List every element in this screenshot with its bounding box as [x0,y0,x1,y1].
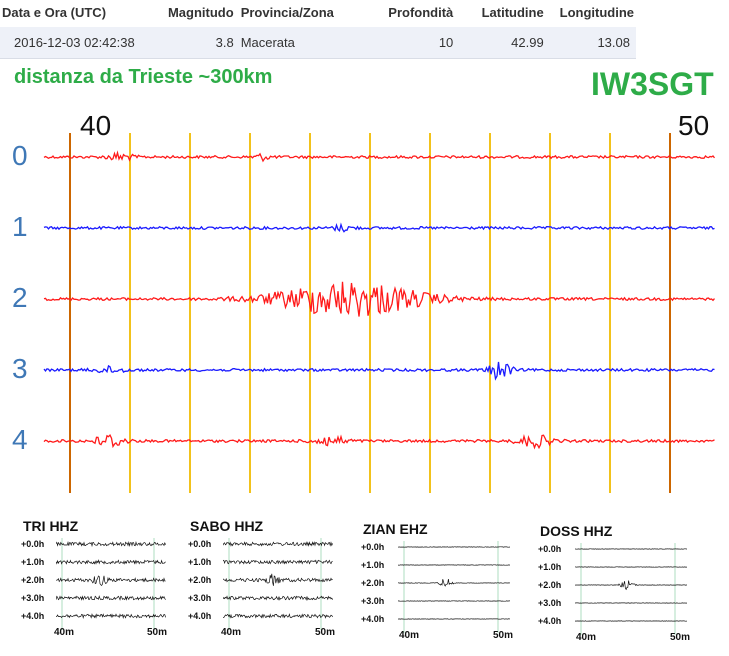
row-label: +2.0h [188,575,212,585]
station-panel-tri: TRI HHZ +0.0h +1.0h +2.0h +3.0h +4.0h 40… [20,516,180,646]
mini-trace [56,559,166,565]
station-trace-plot [223,538,333,630]
mini-trace [575,580,687,591]
mini-trace [56,613,166,620]
cell-datetime: 2016-12-03 02:42:38 [0,27,152,59]
x-label-end: 50m [315,627,336,638]
row-label: +3.0h [188,593,212,603]
row-label: +3.0h [538,598,562,608]
station-title: ZIAN EHZ [363,521,428,537]
row-label: +2.0h [538,580,562,590]
header-longitude: Longitudine [559,5,634,20]
distance-label: distanza da Trieste ~300km [14,66,273,88]
row-label: +2.0h [361,578,385,588]
earthquake-table: Data e Ora (UTC) Magnitudo Provincia/Zon… [0,0,636,59]
mini-trace [223,541,333,547]
seismic-trace [43,222,715,233]
header-datetime: Data e Ora (UTC) [2,5,107,20]
row-label: +4.0h [188,611,212,621]
station-panel-doss: DOSS HHZ +0.0h +1.0h +2.0h +3.0h +4.0h 4… [537,521,697,651]
trace-label: 4 [12,424,28,455]
row-label: +4.0h [361,614,385,624]
seismic-trace [43,150,716,163]
row-label: +0.0h [361,542,385,552]
row-label: +3.0h [21,593,45,603]
mini-trace [56,575,166,587]
row-label: +0.0h [538,544,562,554]
x-label-end: 50m [147,627,168,638]
header-latitude: Latitudine [481,5,544,20]
trace-label: 3 [12,353,28,384]
row-label: +1.0h [361,560,385,570]
station-callsign: IW3SGT [591,66,714,102]
seismic-trace [43,281,715,317]
table-row: 2016-12-03 02:42:38 3.8 Macerata 10 42.9… [0,27,636,59]
cell-magnitude: 3.8 [151,27,236,59]
row-label: +2.0h [21,575,45,585]
header-depth: Profondità [388,5,454,20]
mini-trace [223,573,333,586]
station-panel-sabo: SABO HHZ +0.0h +1.0h +2.0h +3.0h +4.0h 4… [187,516,347,646]
row-label: +1.0h [538,562,562,572]
x-label-end: 50m [670,632,691,643]
mini-trace [56,595,166,601]
x-label-start: 40m [399,630,420,641]
station-trace-plot [56,538,166,630]
header-magnitude: Magnitudo [167,5,234,20]
x-label-start: 40m [221,627,242,638]
seismic-trace [43,361,715,381]
trace-label: 0 [12,140,28,171]
row-label: +0.0h [188,539,212,549]
mini-trace [223,613,333,619]
row-label: +4.0h [21,611,45,621]
row-label: +1.0h [21,557,45,567]
station-trace-plot [575,543,687,635]
minute-label-end: 50 [678,110,710,141]
table-header-row: Data e Ora (UTC) Magnitudo Provincia/Zon… [0,0,636,27]
cell-longitude: 13.08 [545,27,636,59]
mini-trace [223,559,333,565]
mini-trace [56,540,166,548]
row-label: +4.0h [538,616,562,626]
station-title: TRI HHZ [23,518,79,534]
x-label-start: 40m [576,632,597,643]
mini-trace [398,579,510,587]
seismic-trace [43,433,715,450]
row-label: +1.0h [188,557,212,567]
row-label: +0.0h [21,539,45,549]
header-zone: Provincia/Zona [240,5,334,20]
station-trace-plot [398,541,510,633]
station-title: DOSS HHZ [540,523,613,539]
mini-trace [223,595,333,601]
trace-label: 1 [12,211,28,242]
x-label-start: 40m [54,627,75,638]
station-title: SABO HHZ [190,518,264,534]
cell-latitude: 42.99 [455,27,546,59]
row-label: +3.0h [361,596,385,606]
cell-depth: 10 [359,27,456,59]
station-panel-zian: ZIAN EHZ +0.0h +1.0h +2.0h +3.0h +4.0h 4… [360,519,520,649]
cell-zone: Macerata [235,27,360,59]
trace-label: 2 [12,282,28,313]
seismogram-plot [43,133,716,493]
minute-label-start: 40 [80,110,112,141]
x-label-end: 50m [493,630,514,641]
